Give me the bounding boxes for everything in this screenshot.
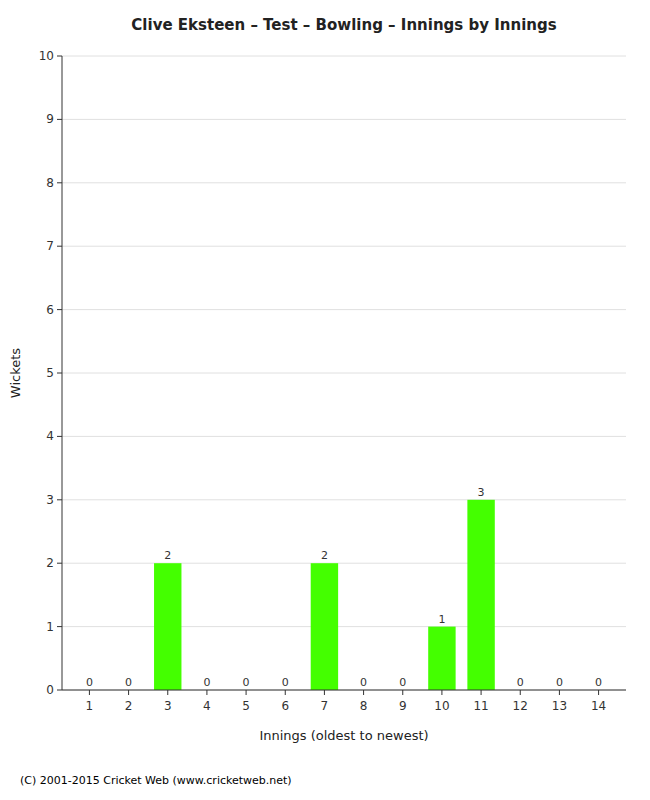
y-tick-label: 8 — [46, 176, 54, 190]
y-tick — [57, 56, 62, 57]
y-tick-label: 3 — [46, 493, 54, 507]
x-tick — [324, 690, 325, 695]
bar — [467, 500, 494, 690]
x-axis-line — [62, 690, 626, 691]
x-tick — [89, 690, 90, 695]
x-tick — [402, 690, 403, 695]
y-tick — [57, 309, 62, 310]
y-tick-label: 4 — [46, 429, 54, 443]
data-label: 2 — [164, 549, 171, 562]
grid-line — [62, 119, 626, 120]
data-label: 0 — [517, 676, 524, 689]
x-tick — [481, 690, 482, 695]
data-label: 0 — [243, 676, 250, 689]
chart-container: 0020002001300001234567891012345678910111… — [0, 0, 650, 800]
x-tick-label: 14 — [591, 699, 606, 713]
x-tick-label: 12 — [513, 699, 528, 713]
data-label: 0 — [203, 676, 210, 689]
bar — [311, 563, 338, 690]
x-tick-label: 9 — [399, 699, 407, 713]
grid-line — [62, 246, 626, 247]
data-label: 3 — [478, 486, 485, 499]
x-tick-label: 11 — [473, 699, 488, 713]
data-label: 0 — [595, 676, 602, 689]
y-axis-label: Wickets — [8, 348, 23, 398]
x-tick-label: 7 — [321, 699, 329, 713]
y-tick — [57, 626, 62, 627]
grid — [62, 56, 626, 690]
x-tick — [285, 690, 286, 695]
x-tick — [520, 690, 521, 695]
y-tick-label: 10 — [39, 49, 54, 63]
x-tick — [559, 690, 560, 695]
data-label: 1 — [438, 613, 445, 626]
y-tick — [57, 436, 62, 437]
chart-svg: 0020002001300001234567891012345678910111… — [0, 0, 650, 800]
data-label: 0 — [86, 676, 93, 689]
x-tick — [246, 690, 247, 695]
bar — [428, 627, 455, 690]
x-tick-label: 1 — [86, 699, 94, 713]
grid-line — [62, 182, 626, 183]
data-label: 2 — [321, 549, 328, 562]
grid-line — [62, 56, 626, 57]
x-tick — [128, 690, 129, 695]
footer: (C) 2001-2015 Cricket Web (www.cricketwe… — [20, 774, 292, 787]
x-tick-label: 4 — [203, 699, 211, 713]
x-tick-label: 13 — [552, 699, 567, 713]
x-tick-label: 2 — [125, 699, 133, 713]
x-tick-label: 6 — [281, 699, 289, 713]
y-tick-label: 2 — [46, 556, 54, 570]
data-label: 0 — [360, 676, 367, 689]
grid-line — [62, 626, 626, 627]
bar — [154, 563, 181, 690]
y-tick — [57, 182, 62, 183]
axes: 0123456789101234567891011121314 — [39, 49, 626, 713]
grid-line — [62, 436, 626, 437]
y-tick-label: 1 — [46, 620, 54, 634]
bars — [154, 500, 495, 690]
x-tick-label: 5 — [242, 699, 250, 713]
x-tick — [363, 690, 364, 695]
data-label: 0 — [399, 676, 406, 689]
data-labels: 0 0 2 0 0 0 2 0 0 1 3 0 0 0 — [86, 486, 602, 689]
grid-line — [62, 373, 626, 374]
y-tick — [57, 690, 62, 691]
y-tick — [57, 246, 62, 247]
x-tick-label: 10 — [434, 699, 449, 713]
y-tick-label: 6 — [46, 303, 54, 317]
data-label: 0 — [556, 676, 563, 689]
y-tick — [57, 563, 62, 564]
x-tick — [441, 690, 442, 695]
y-tick — [57, 119, 62, 120]
grid-line — [62, 690, 626, 691]
x-axis-label: Innings (oldest to newest) — [259, 728, 428, 743]
y-tick-label: 0 — [46, 683, 54, 697]
y-tick — [57, 373, 62, 374]
data-label: 0 — [125, 676, 132, 689]
x-tick-label: 8 — [360, 699, 368, 713]
grid-line — [62, 499, 626, 500]
x-tick — [167, 690, 168, 695]
y-tick-label: 7 — [46, 239, 54, 253]
data-label: 0 — [282, 676, 289, 689]
y-tick — [57, 499, 62, 500]
y-tick-label: 9 — [46, 112, 54, 126]
grid-line — [62, 563, 626, 564]
title: Clive Eksteen – Test – Bowling – Innings… — [131, 16, 556, 34]
x-tick — [206, 690, 207, 695]
grid-line — [62, 309, 626, 310]
x-tick — [598, 690, 599, 695]
y-tick-label: 5 — [46, 366, 54, 380]
x-tick-label: 3 — [164, 699, 172, 713]
